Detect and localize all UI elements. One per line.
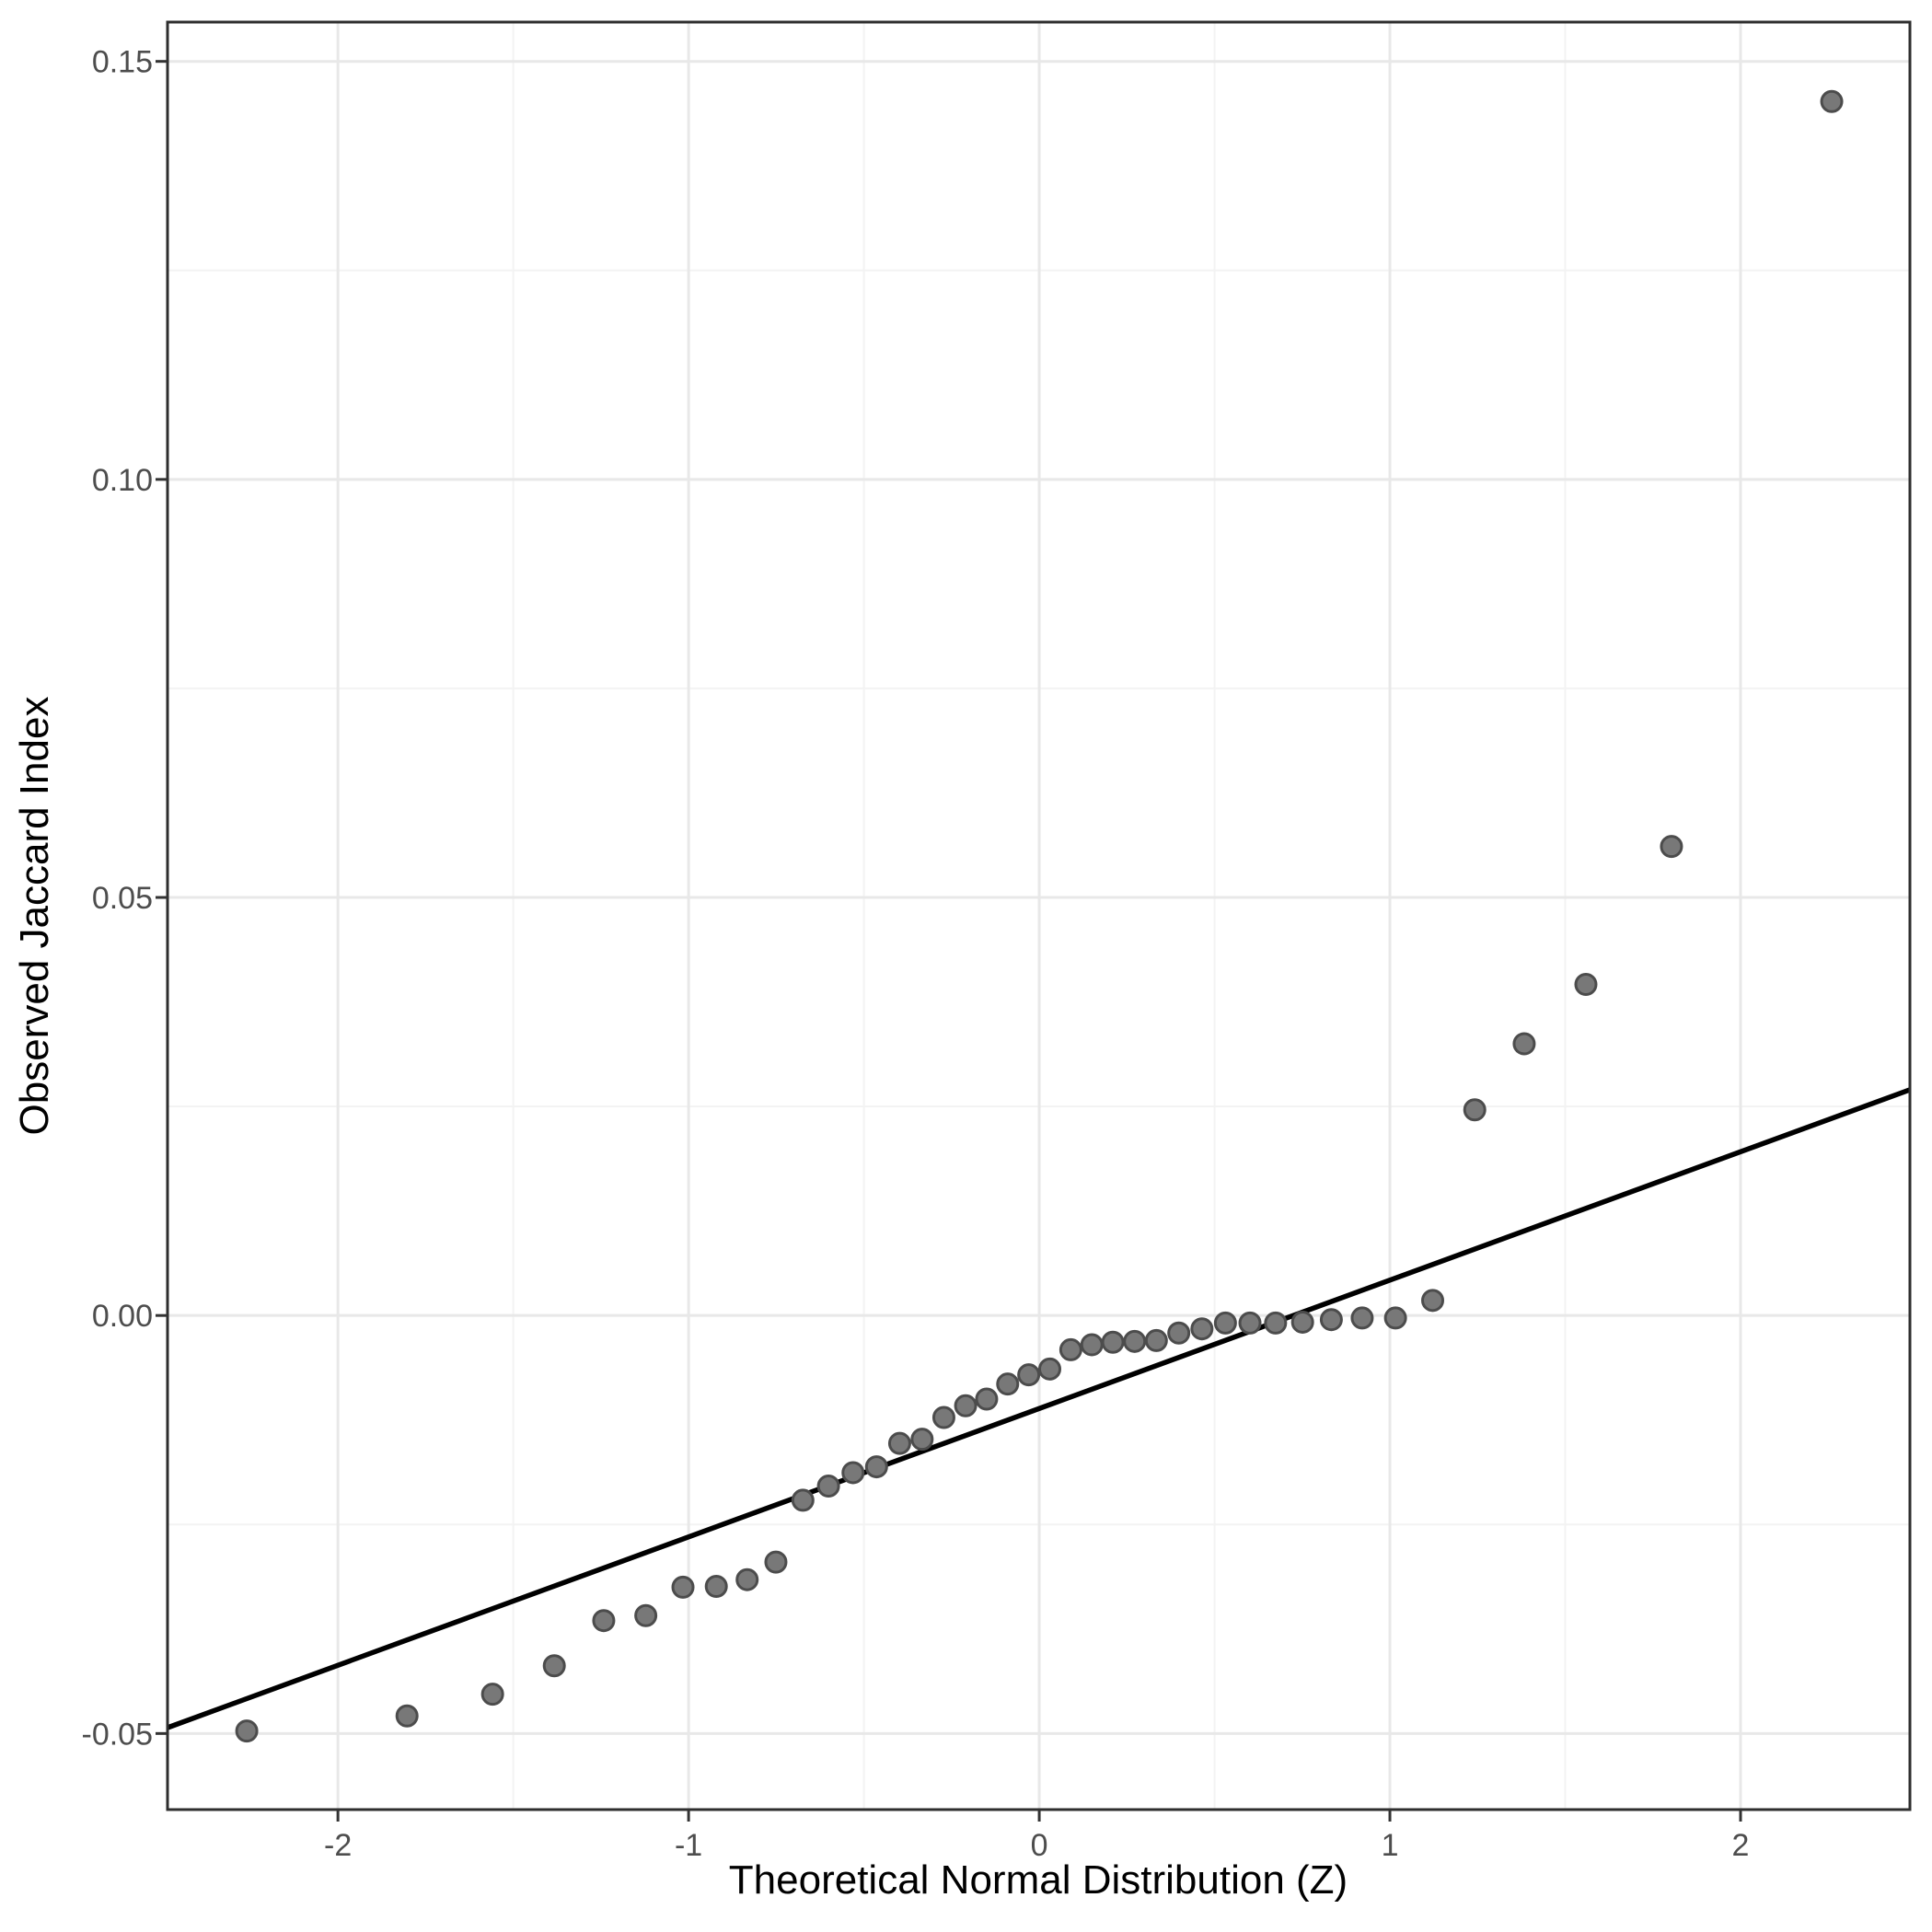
data-point: [954, 1394, 978, 1417]
data-point: [816, 1474, 840, 1498]
data-point: [887, 1431, 911, 1455]
data-point: [1017, 1363, 1041, 1387]
data-point: [671, 1575, 695, 1599]
data-point: [910, 1428, 934, 1452]
x-axis-tick-label: -1: [675, 1828, 702, 1863]
data-point: [704, 1574, 728, 1598]
x-axis-tick-label: -2: [324, 1828, 352, 1863]
data-point: [1820, 89, 1844, 113]
x-axis-tick-label: 1: [1382, 1828, 1399, 1863]
y-axis-tick-label: 0.00: [92, 1299, 153, 1334]
data-points-layer: [235, 89, 1844, 1743]
qq-reference-line: [167, 1087, 1911, 1730]
y-axis-tick-label: 0.10: [92, 463, 153, 498]
grid-major-lines: [168, 22, 1910, 1810]
qq-reference-line-layer: [167, 1087, 1911, 1730]
data-point: [791, 1488, 815, 1512]
data-point: [480, 1683, 504, 1706]
data-point: [1038, 1357, 1062, 1381]
data-point: [1213, 1311, 1237, 1335]
data-point: [1421, 1289, 1445, 1313]
y-axis-tick-label: 0.05: [92, 881, 153, 916]
y-axis-tick-label: -0.05: [82, 1717, 154, 1752]
data-point: [1190, 1317, 1214, 1341]
y-axis-title: Observed Jaccard Index: [12, 697, 57, 1136]
data-point: [1350, 1306, 1374, 1330]
data-point: [1101, 1330, 1125, 1354]
data-point: [542, 1654, 566, 1678]
data-point: [1290, 1310, 1314, 1334]
data-point: [1512, 1032, 1536, 1056]
data-point: [1123, 1329, 1147, 1353]
data-point: [1144, 1328, 1168, 1352]
data-point: [931, 1406, 955, 1429]
y-axis-tick-label: 0.15: [92, 45, 153, 80]
data-point: [592, 1609, 616, 1633]
data-point: [395, 1704, 419, 1728]
data-point: [1167, 1321, 1191, 1345]
data-point: [1059, 1337, 1082, 1361]
x-axis-tick-label: 2: [1732, 1828, 1750, 1863]
data-point: [864, 1455, 888, 1479]
x-axis-tick-label: 0: [1031, 1828, 1048, 1863]
data-point: [1383, 1306, 1407, 1330]
data-point: [1319, 1308, 1343, 1332]
data-point: [996, 1372, 1020, 1396]
axis-tick-labels-layer: -2 -1 0 1 2 -0.05 0.00 0.05 0.10 0.15: [82, 45, 1750, 1863]
data-point: [1238, 1311, 1262, 1335]
data-point: [841, 1461, 865, 1485]
data-point: [735, 1568, 759, 1591]
data-point: [975, 1387, 999, 1411]
data-point: [764, 1550, 788, 1574]
data-point: [1463, 1098, 1487, 1122]
x-axis-title: Theoretical Normal Distribution (Z): [729, 1857, 1348, 1903]
data-point: [1080, 1333, 1104, 1357]
data-point: [634, 1603, 658, 1627]
data-point: [1574, 972, 1598, 996]
data-point: [1660, 835, 1683, 859]
data-point: [235, 1719, 259, 1743]
data-point: [1264, 1311, 1288, 1335]
axis-ticks-layer: [156, 60, 1742, 1822]
